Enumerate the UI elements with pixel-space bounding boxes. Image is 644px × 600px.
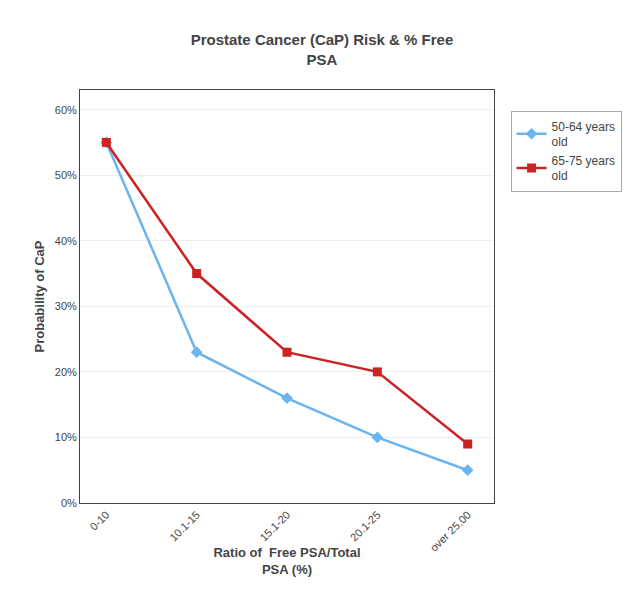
svg-text:0-10: 0-10: [88, 509, 112, 533]
svg-text:10%: 10%: [55, 431, 77, 443]
svg-text:30%: 30%: [55, 300, 77, 312]
svg-text:60%: 60%: [55, 104, 77, 116]
svg-text:Ratio of Free PSA/TotalPSA (%: Ratio of Free PSA/TotalPSA (%): [213, 545, 360, 577]
svg-text:50%: 50%: [55, 169, 77, 181]
svg-text:50-64 yearsold: 50-64 yearsold: [552, 120, 615, 150]
svg-text:over 25.00: over 25.00: [428, 509, 473, 554]
svg-text:0%: 0%: [61, 497, 77, 509]
svg-text:20.1-25: 20.1-25: [348, 509, 383, 544]
svg-text:10.1-15: 10.1-15: [167, 509, 202, 544]
svg-text:20%: 20%: [55, 366, 77, 378]
svg-text:65-75 yearsold: 65-75 yearsold: [552, 154, 615, 184]
svg-text:Prostate Cancer (CaP) Risk & %: Prostate Cancer (CaP) Risk & % FreePSA: [191, 31, 454, 68]
svg-text:40%: 40%: [55, 235, 77, 247]
svg-text:Probability of CaP: Probability of CaP: [32, 240, 47, 352]
svg-text:15.1-20: 15.1-20: [257, 509, 292, 544]
